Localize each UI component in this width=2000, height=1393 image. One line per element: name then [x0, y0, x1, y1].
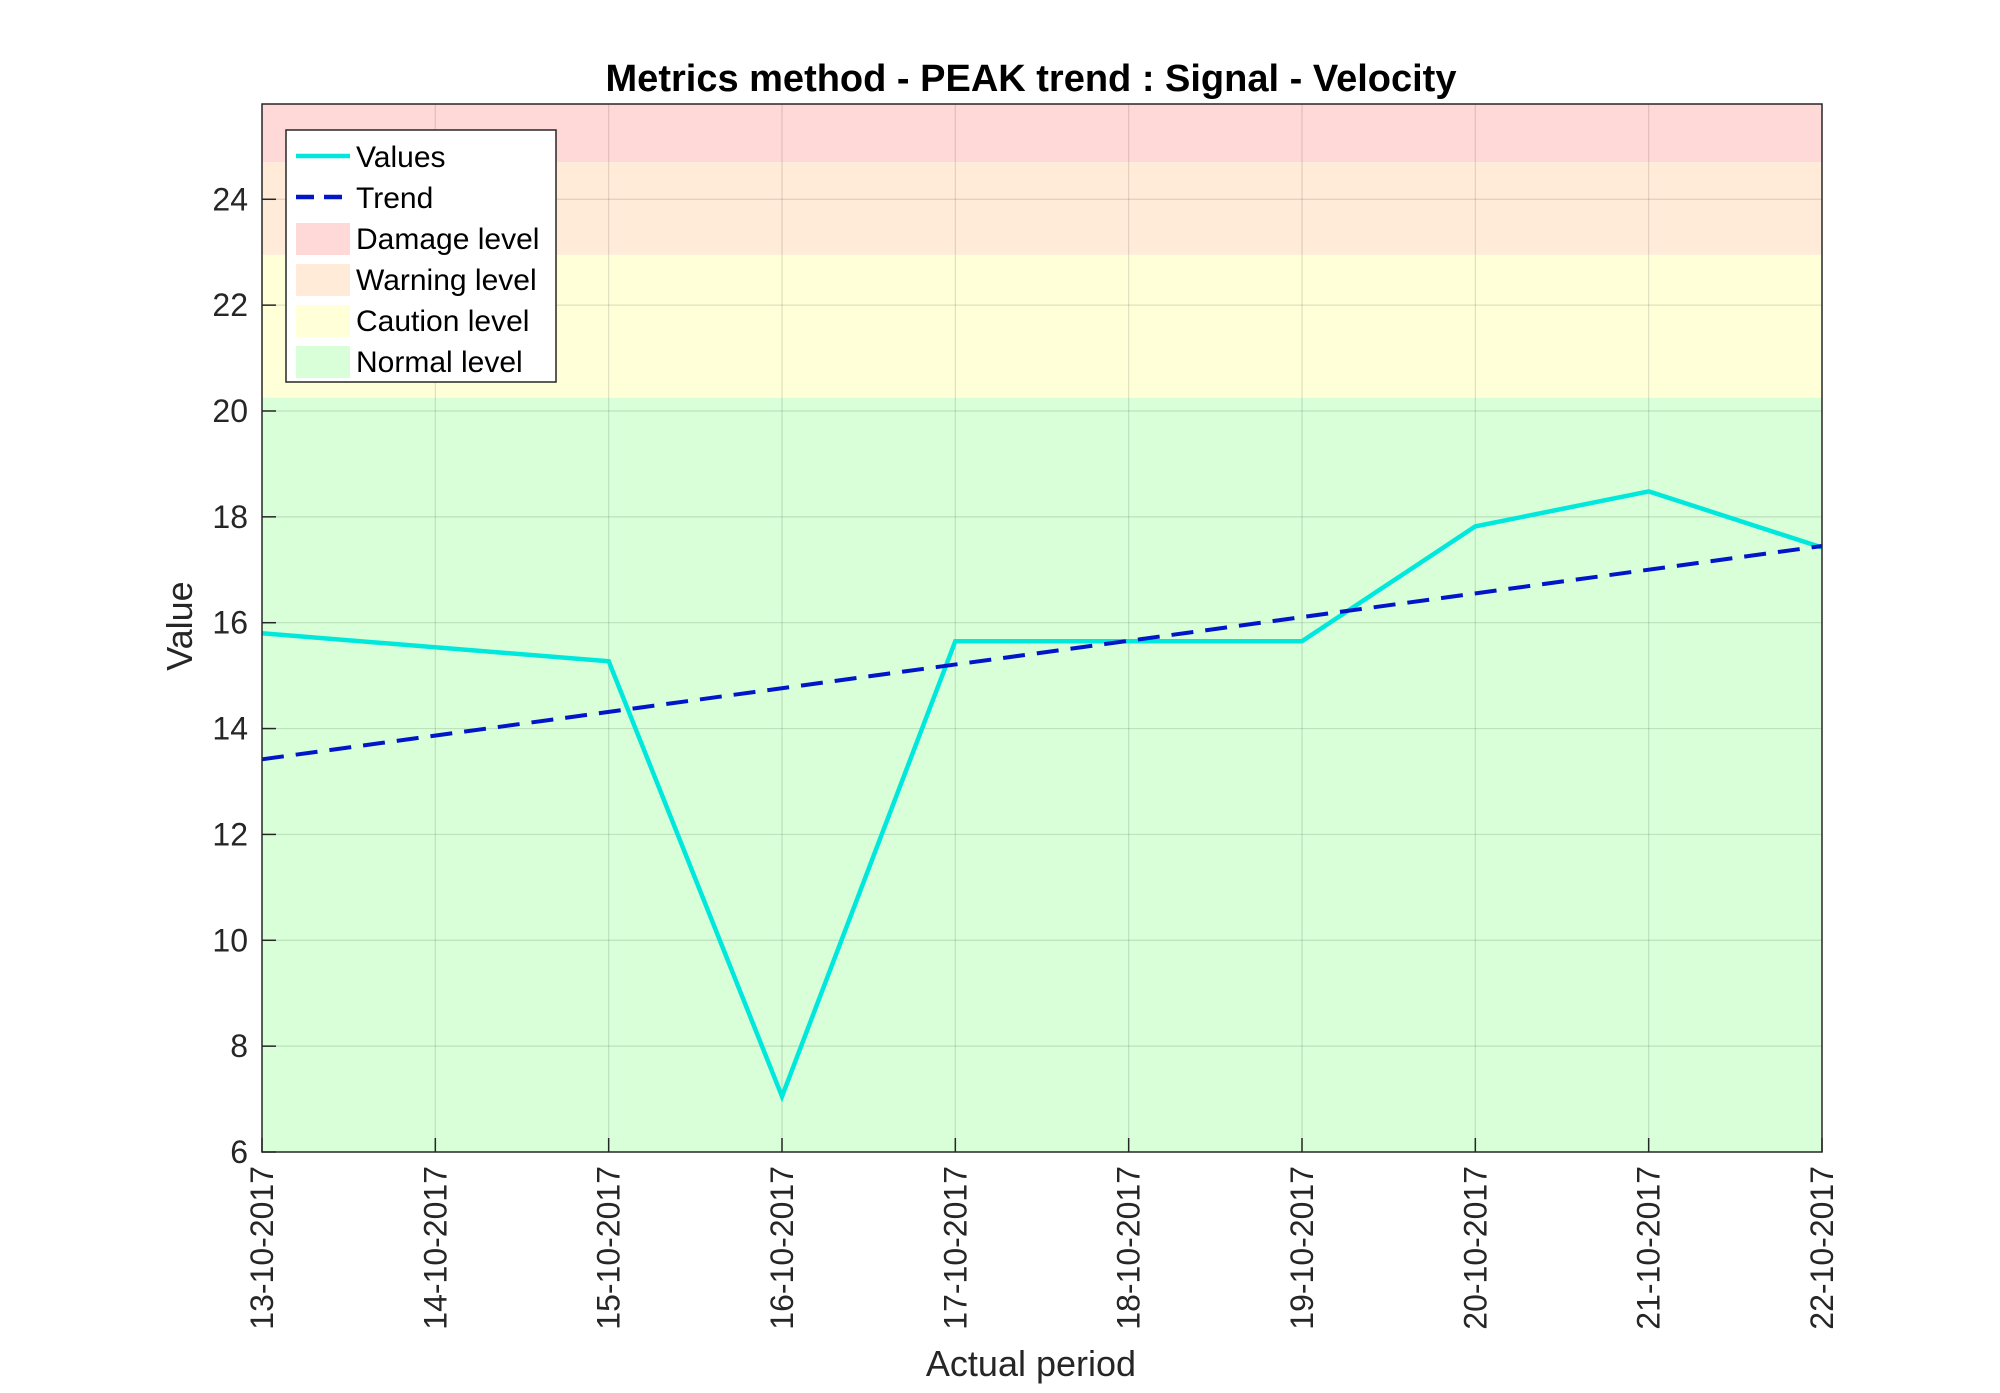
y-tick-label: 20 — [212, 393, 248, 429]
y-tick-label: 8 — [230, 1028, 248, 1064]
x-axis-title: Actual period — [926, 1343, 1136, 1384]
y-tick-label: 12 — [212, 816, 248, 852]
y-tick-label: 22 — [212, 287, 248, 323]
x-tick-label: 20-10-2017 — [1457, 1166, 1493, 1330]
x-tick-label: 21-10-2017 — [1631, 1166, 1667, 1330]
x-tick-label: 22-10-2017 — [1804, 1166, 1840, 1330]
x-tick-label: 17-10-2017 — [937, 1166, 973, 1330]
x-tick-label: 18-10-2017 — [1111, 1166, 1147, 1330]
legend-label: Normal level — [356, 346, 523, 379]
x-tick-label: 16-10-2017 — [764, 1166, 800, 1330]
legend-swatch-normal-level — [296, 346, 350, 378]
legend-label: Trend — [356, 182, 433, 215]
y-tick-label: 18 — [212, 499, 248, 535]
x-tick-label: 15-10-2017 — [591, 1166, 627, 1330]
x-tick-label: 19-10-2017 — [1284, 1166, 1320, 1330]
y-tick-label: 14 — [212, 711, 248, 747]
x-tick-label: 13-10-2017 — [244, 1166, 280, 1330]
legend-swatch-damage-level — [296, 223, 350, 255]
y-axis-title: Value — [159, 581, 200, 670]
legend-swatch-caution-level — [296, 305, 350, 337]
legend-label: Damage level — [356, 223, 539, 256]
chart-title: Metrics method - PEAK trend : Signal - V… — [606, 58, 1457, 100]
legend-swatch-warning-level — [296, 264, 350, 296]
legend-label: Values — [356, 141, 446, 174]
y-tick-label: 6 — [230, 1134, 248, 1170]
legend-label: Warning level — [356, 264, 537, 297]
y-tick-label: 16 — [212, 605, 248, 641]
y-tick-label: 24 — [212, 181, 248, 217]
y-tick-label: 10 — [212, 922, 248, 958]
legend: Values Trend Damage level Warning level Caut… — [286, 130, 556, 382]
legend-label: Caution level — [356, 305, 529, 338]
band-normal-level — [262, 398, 1822, 1152]
x-tick-label: 14-10-2017 — [417, 1166, 453, 1330]
